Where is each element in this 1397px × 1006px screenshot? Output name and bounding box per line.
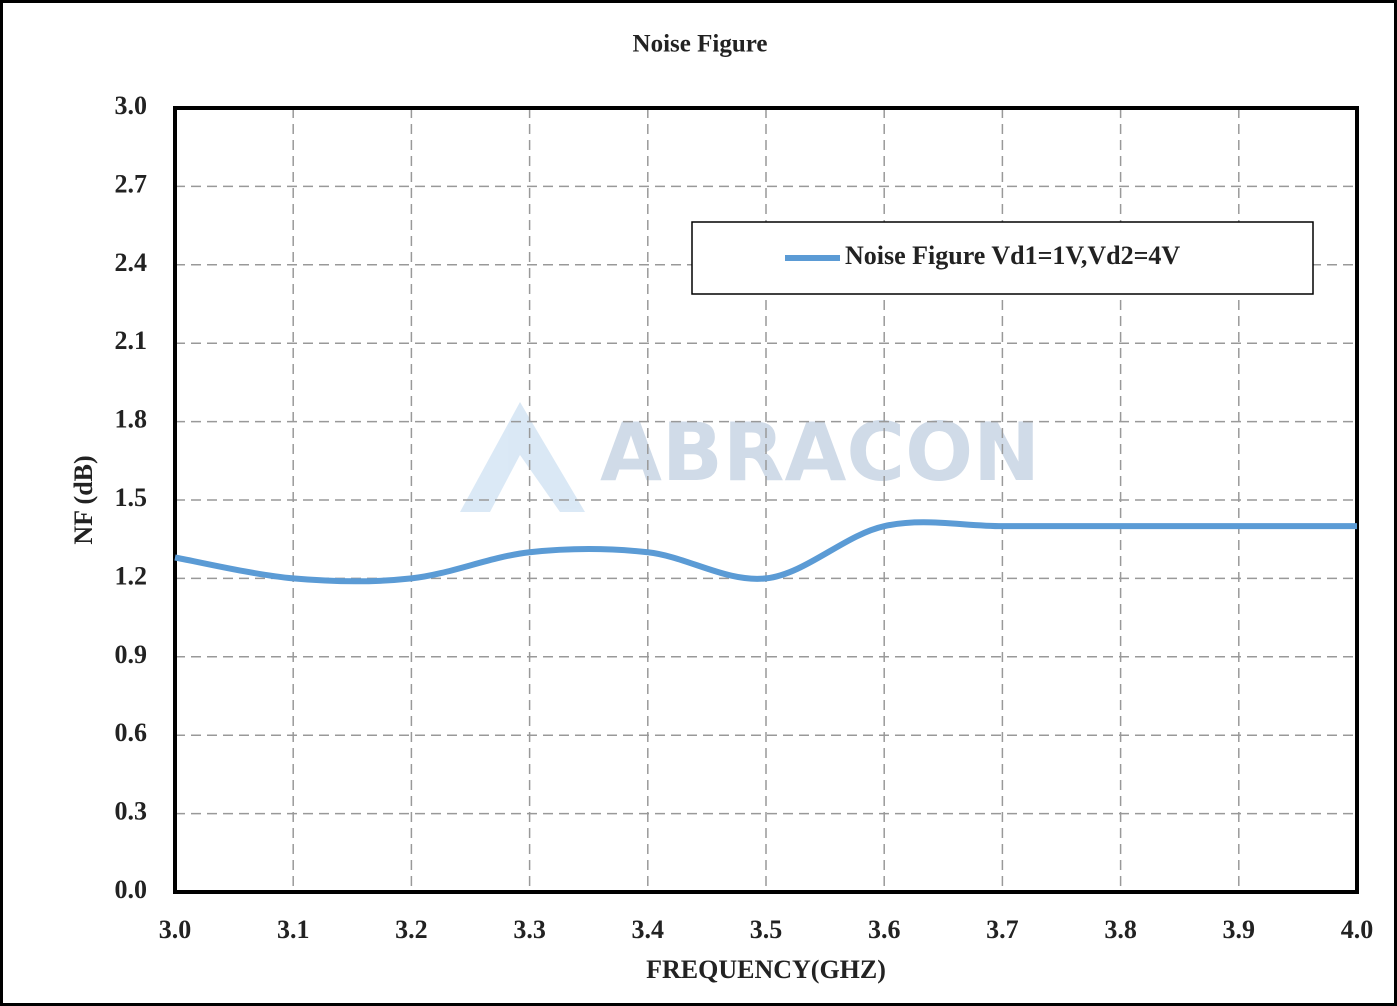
plot-border <box>173 106 1359 894</box>
y-tick-label: 2.7 <box>115 169 148 198</box>
x-axis-label: FREQUENCY(GHZ) <box>646 955 886 984</box>
x-tick-label: 3.0 <box>159 915 192 944</box>
x-tick-label: 3.8 <box>1104 915 1137 944</box>
y-axis-label: NF (dB) <box>69 455 98 544</box>
y-tick-label: 0.9 <box>115 640 148 669</box>
watermark-logo <box>460 402 585 512</box>
watermark-text: ABRACON <box>600 406 1040 499</box>
y-tick-label: 3.0 <box>115 91 148 120</box>
x-tick-label: 3.6 <box>868 915 901 944</box>
x-tick-label: 3.3 <box>513 915 546 944</box>
x-tick-label: 3.1 <box>277 915 310 944</box>
y-tick-label: 0.3 <box>115 797 148 826</box>
legend-label: Noise Figure Vd1=1V,Vd2=4V <box>845 241 1180 270</box>
x-tick-label: 3.5 <box>750 915 783 944</box>
x-tick-label: 3.7 <box>986 915 1019 944</box>
y-tick-label: 0.6 <box>115 718 148 747</box>
x-tick-label: 3.9 <box>1223 915 1256 944</box>
x-tick-label: 3.2 <box>395 915 428 944</box>
x-tick-label: 3.4 <box>632 915 665 944</box>
y-tick-label: 1.5 <box>115 483 148 512</box>
y-tick-label: 0.0 <box>115 875 148 904</box>
y-tick-label: 2.4 <box>115 248 148 277</box>
chart-title: Noise Figure <box>633 31 768 58</box>
x-tick-label: 4.0 <box>1341 915 1374 944</box>
y-tick-label: 2.1 <box>115 326 148 355</box>
y-tick-label: 1.8 <box>115 405 148 434</box>
y-tick-label: 1.2 <box>115 561 148 590</box>
series-line <box>174 519 1357 585</box>
